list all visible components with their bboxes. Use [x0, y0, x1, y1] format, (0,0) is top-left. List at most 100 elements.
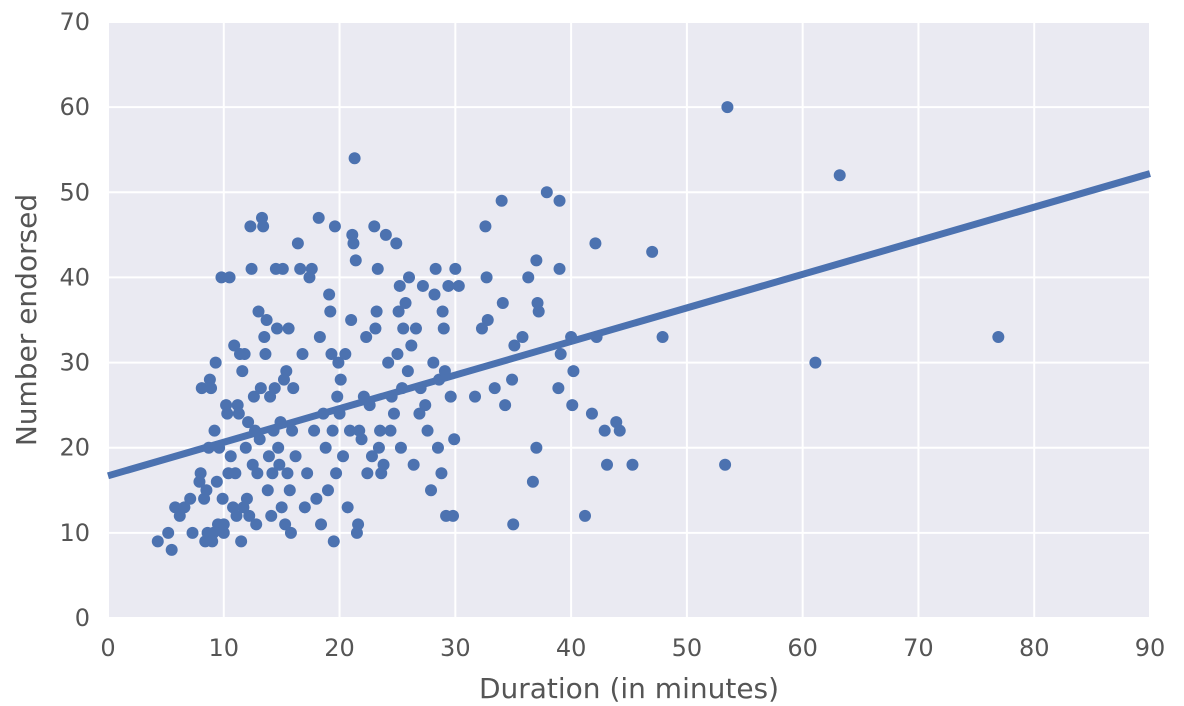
y-tick-label: 50 — [59, 178, 90, 206]
data-point — [626, 458, 639, 471]
data-point — [579, 509, 592, 522]
data-point — [449, 262, 462, 275]
data-point — [447, 509, 460, 522]
data-point — [284, 526, 297, 539]
data-point — [721, 101, 734, 114]
data-point — [469, 390, 482, 403]
data-point — [312, 211, 325, 224]
data-point — [437, 322, 450, 335]
data-point — [409, 322, 422, 335]
data-point — [208, 424, 221, 437]
data-point — [236, 365, 249, 378]
data-point — [162, 526, 175, 539]
data-point — [598, 424, 611, 437]
x-tick-label: 10 — [209, 634, 240, 662]
data-point — [601, 458, 614, 471]
data-point — [301, 467, 314, 480]
data-point — [413, 407, 426, 420]
data-point — [382, 356, 395, 369]
x-tick-label: 70 — [903, 634, 934, 662]
data-point — [186, 526, 199, 539]
grid — [107, 21, 1151, 619]
x-tick-label: 0 — [100, 634, 115, 662]
data-point — [833, 169, 846, 182]
data-point — [343, 424, 356, 437]
data-point — [361, 467, 374, 480]
data-point — [377, 458, 390, 471]
data-point — [479, 220, 492, 233]
x-tick-label: 90 — [1135, 634, 1166, 662]
data-point — [257, 220, 270, 233]
data-point — [273, 458, 286, 471]
data-point — [419, 399, 432, 412]
data-point — [355, 433, 368, 446]
data-point — [352, 518, 365, 531]
data-point — [387, 407, 400, 420]
data-point — [276, 262, 289, 275]
data-point — [325, 348, 338, 361]
data-point — [229, 467, 242, 480]
data-point — [452, 279, 465, 292]
data-points — [151, 101, 1005, 556]
data-point — [243, 509, 256, 522]
data-point — [184, 492, 197, 505]
data-point — [217, 526, 230, 539]
data-point — [553, 194, 566, 207]
data-point — [334, 373, 347, 386]
regression-line-group — [107, 170, 1151, 480]
data-point — [552, 382, 565, 395]
data-point — [221, 407, 234, 420]
data-point — [532, 305, 545, 318]
data-point — [421, 424, 434, 437]
data-point — [286, 424, 299, 437]
x-tick-label: 40 — [556, 634, 587, 662]
data-point — [495, 194, 508, 207]
data-point — [271, 322, 284, 335]
y-tick-label: 30 — [59, 349, 90, 377]
x-tick-label: 50 — [672, 634, 703, 662]
y-tick-label: 70 — [59, 8, 90, 36]
data-point — [194, 467, 207, 480]
plot-area — [108, 22, 1150, 618]
data-point — [475, 322, 488, 335]
data-point — [326, 424, 339, 437]
data-point — [337, 450, 350, 463]
data-point — [259, 348, 272, 361]
data-point — [282, 322, 295, 335]
data-point — [230, 509, 243, 522]
data-point — [289, 450, 302, 463]
data-point — [488, 382, 501, 395]
data-point — [321, 484, 334, 497]
data-point — [992, 331, 1005, 344]
data-point — [499, 399, 512, 412]
data-point — [407, 458, 420, 471]
data-point — [324, 305, 337, 318]
data-point — [272, 441, 285, 454]
data-point — [238, 348, 251, 361]
data-point — [496, 296, 509, 309]
data-point — [360, 331, 373, 344]
data-point — [239, 441, 252, 454]
data-point — [613, 424, 626, 437]
x-tick-labels: 0 10 20 30 40 50 60 70 80 90 — [100, 634, 1165, 662]
data-point — [530, 254, 543, 267]
data-point — [331, 390, 344, 403]
data-point — [374, 424, 387, 437]
data-point — [319, 441, 332, 454]
data-point — [251, 467, 264, 480]
data-point — [403, 271, 416, 284]
data-point — [242, 416, 255, 429]
data-point — [313, 331, 326, 344]
data-point — [508, 339, 521, 352]
data-point — [266, 467, 279, 480]
data-point — [371, 262, 384, 275]
y-tick-label: 20 — [59, 434, 90, 462]
data-point — [348, 152, 361, 165]
data-point — [436, 305, 449, 318]
data-point — [379, 228, 392, 241]
data-point — [427, 356, 440, 369]
data-point — [480, 271, 493, 284]
data-point — [481, 314, 494, 326]
data-point — [401, 365, 414, 378]
